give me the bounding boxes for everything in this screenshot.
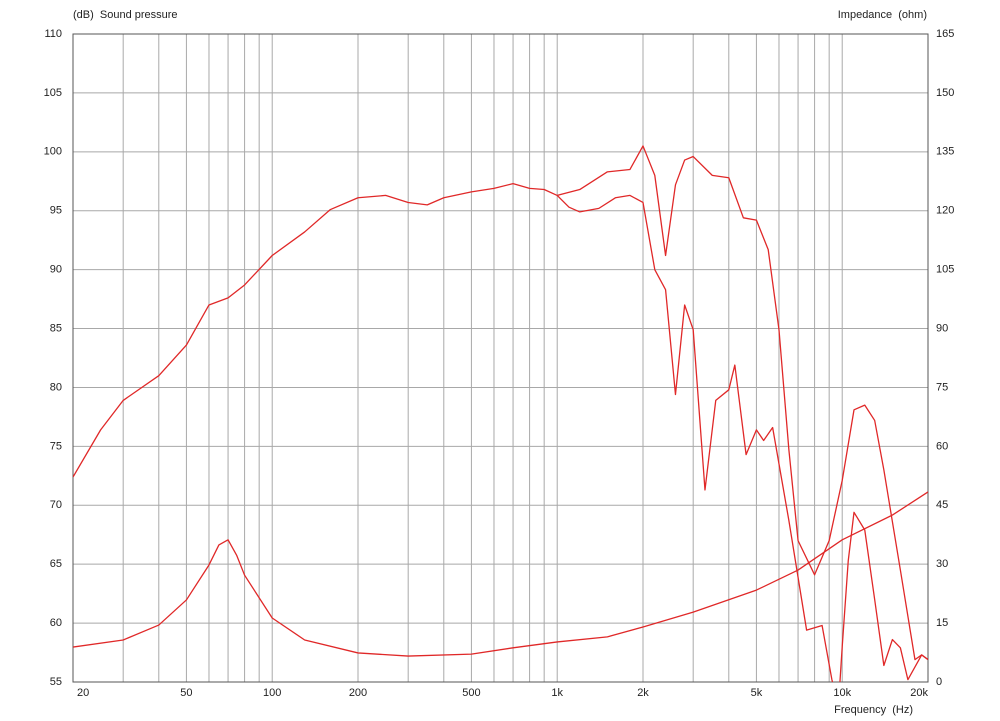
y-tick-label: 60 — [50, 617, 62, 629]
x-axis-title: Frequency (Hz) — [834, 704, 913, 716]
x-tick-label: 10k — [833, 687, 851, 699]
x-tick-label: 20 — [77, 687, 89, 699]
data-line — [73, 491, 928, 657]
plot-area — [73, 145, 928, 682]
y-tick-label: 105 — [44, 87, 62, 99]
y2-tick-label: 15 — [936, 617, 948, 629]
y2-tick-label: 45 — [936, 499, 948, 511]
x-tick-label: 500 — [462, 687, 480, 699]
y-tick-label: 100 — [44, 146, 62, 158]
y2-axis-title: Impedance (ohm) — [838, 9, 927, 21]
y-axis-title: (dB) Sound pressure — [73, 9, 178, 21]
y2-tick-label: 60 — [936, 440, 948, 452]
x-tick-label: 20k — [910, 687, 928, 699]
y-tick-label: 55 — [50, 676, 62, 688]
y-tick-label: 65 — [50, 558, 62, 570]
y2-tick-label: 120 — [936, 205, 954, 217]
y-tick-label: 85 — [50, 322, 62, 334]
x-tick-label: 2k — [637, 687, 649, 699]
x-tick-label: 1k — [551, 687, 563, 699]
y-tick-label: 70 — [50, 499, 62, 511]
x-tick-label: 100 — [263, 687, 281, 699]
y2-tick-label: 135 — [936, 146, 954, 158]
y-tick-label: 80 — [50, 381, 62, 393]
y2-tick-label: 0 — [936, 676, 942, 688]
data-line — [556, 194, 928, 682]
y2-tick-label: 105 — [936, 264, 954, 276]
y2-tick-label: 150 — [936, 87, 954, 99]
y2-tick-label: 75 — [936, 381, 948, 393]
y2-tick-label: 30 — [936, 558, 948, 570]
y-tick-label: 90 — [50, 264, 62, 276]
y-tick-label: 110 — [44, 28, 62, 40]
x-tick-label: 200 — [349, 687, 367, 699]
data-line — [73, 145, 928, 661]
y-tick-label: 95 — [50, 205, 62, 217]
y2-tick-label: 90 — [936, 322, 948, 334]
y-tick-label: 75 — [50, 440, 62, 452]
y2-tick-label: 165 — [936, 28, 954, 40]
x-tick-label: 5k — [751, 687, 763, 699]
plot-frame — [72, 33, 929, 683]
x-tick-label: 50 — [180, 687, 192, 699]
